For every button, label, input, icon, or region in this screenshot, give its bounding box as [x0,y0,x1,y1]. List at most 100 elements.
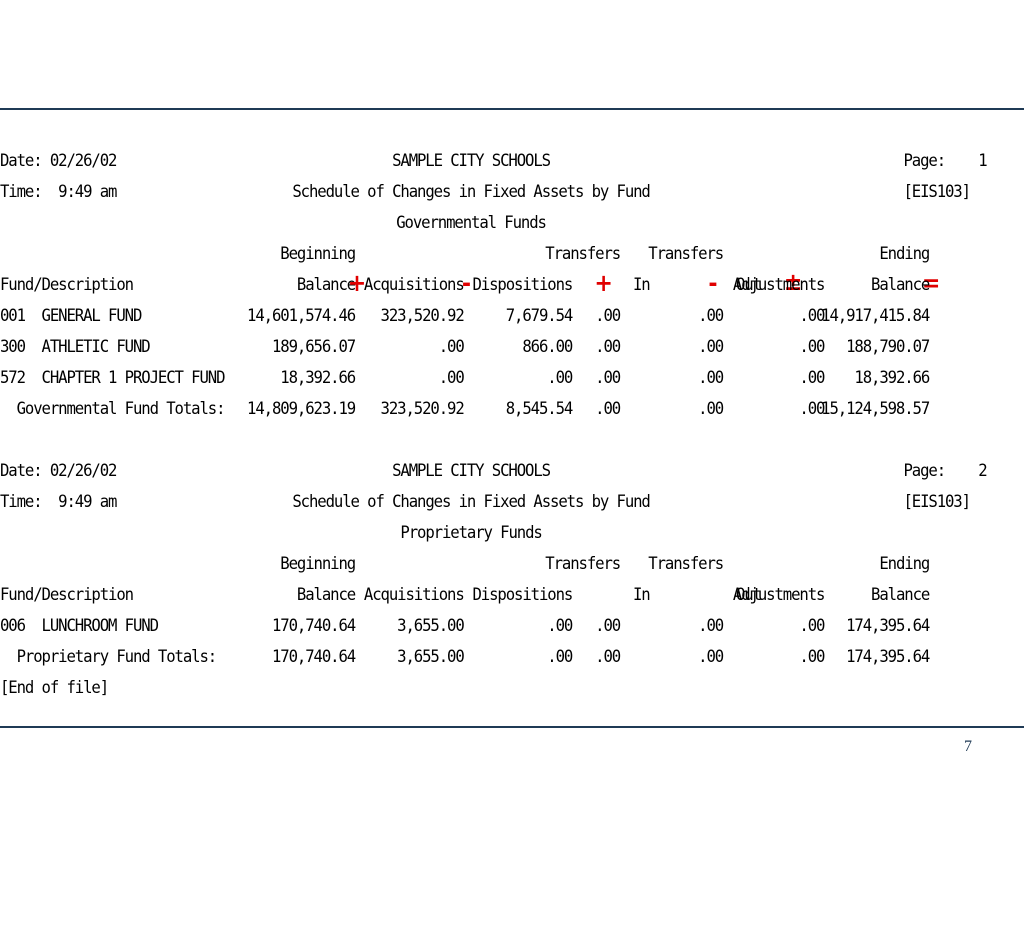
col-dispositions-header: Dispositions [472,585,573,605]
col-dispositions-header: Dispositions [472,275,573,295]
col-adjustments-header: Adjustments [732,275,826,295]
dispositions-value: 7,679.54 [505,306,574,326]
transfers-out-value: .00 [698,337,724,357]
report-subtitle: Governmental Funds [396,213,547,233]
col-beginning-header: Beginning [280,554,356,574]
dispositions-total: 8,545.54 [505,399,574,419]
col-ending-balance-header: Balance [871,275,930,295]
totals-label: Proprietary Fund Totals: [0,647,218,667]
ending-balance: 174,395.64 [846,616,930,636]
report-time: Time: 9:49 am [0,182,117,202]
report-org-name: SAMPLE CITY SCHOOLS [392,151,551,171]
column-header-row-2: Fund/Description Balance + Acquisitions … [0,268,942,301]
report-header-line-3: Governmental Funds [0,208,942,239]
beginning-balance: 18,392.66 [280,368,356,388]
fund-name: 572 CHAPTER 1 PROJECT FUND [0,368,226,388]
acquisitions-value: .00 [438,368,465,388]
report-title: Schedule of Changes in Fixed Assets by F… [292,182,651,202]
col-ending-header: Ending [879,554,930,574]
minus-operator-icon: - [708,269,718,297]
adjustments-value: .00 [799,616,825,636]
fund-name: 300 ATHLETIC FUND [0,337,151,357]
slide-number: 7 [964,738,972,755]
beginning-balance: 189,656.07 [271,337,356,357]
dispositions-value: 866.00 [522,337,573,357]
adjustments-value: .00 [799,337,825,357]
report-header-line-2: Time: 9:49 am Schedule of Changes in Fix… [0,487,971,518]
totals-row: Proprietary Fund Totals: 170,740.64 3,65… [0,642,942,673]
report-page-number: Page: 1 [903,151,987,171]
report-header-line-1: Date: 02/26/02 SAMPLE CITY SCHOOLS Page:… [0,146,988,177]
col-acquisitions-header: Acquisitions [363,275,465,295]
report-header-line-1: Date: 02/26/02 SAMPLE CITY SCHOOLS Page:… [0,456,988,487]
column-header-row-2: Fund/Description Balance Acquisitions Di… [0,580,942,611]
col-transfers-in-header: Transfers [545,244,621,264]
transfers-in-total: .00 [595,647,621,667]
top-divider [0,108,1024,110]
beginning-balance: 14,601,574.46 [247,306,356,326]
totals-row: Governmental Fund Totals: 14,809,623.19 … [0,394,942,425]
report-header-line-2: Time: 9:49 am Schedule of Changes in Fix… [0,177,971,208]
report-subtitle: Proprietary Funds [400,523,542,543]
bottom-divider [0,726,1024,728]
ending-balance-total: 15,124,598.57 [821,399,930,419]
table-row: 572 CHAPTER 1 PROJECT FUND 18,392.66 .00… [0,363,942,394]
ending-balance: 14,917,415.84 [821,306,930,326]
acquisitions-total: 3,655.00 [397,647,465,667]
plus-minus-operator-icon: ± [783,268,803,296]
col-transfers-out-header: Transfers [648,244,724,264]
transfers-out-value: .00 [698,306,724,326]
dispositions-value: .00 [547,368,573,388]
col-acquisitions-header: Acquisitions [363,585,465,605]
col-fund-description-header: Fund/Description [0,275,134,295]
acquisitions-value: 3,655.00 [397,616,465,636]
ending-balance-total: 174,395.64 [846,647,930,667]
col-ending-balance-header: Balance [871,585,930,605]
report-proprietary-funds: Date: 02/26/02 SAMPLE CITY SCHOOLS Page:… [0,456,988,704]
col-transfers-in-header: Transfers [545,554,621,574]
report-code: [EIS103] [903,492,971,512]
col-transfers-out-header: Transfers [648,554,724,574]
acquisitions-value: 323,520.92 [380,306,465,326]
transfers-in-value: .00 [595,616,621,636]
col-ending-header: Ending [879,244,930,264]
fund-name: 006 LUNCHROOM FUND [0,616,159,636]
col-fund-description-header: Fund/Description [0,585,134,605]
beginning-balance-total: 14,809,623.19 [247,399,356,419]
transfers-in-total: .00 [595,399,621,419]
table-row: 300 ATHLETIC FUND 189,656.07 .00 866.00 … [0,332,942,363]
col-adjustments-header: Adjustments [732,585,826,605]
equals-operator-icon: = [921,269,941,297]
report-header-line-3: Proprietary Funds [0,518,942,549]
ending-balance: 188,790.07 [846,337,930,357]
end-of-file-marker: [End of file] [0,678,109,698]
report-title: Schedule of Changes in Fixed Assets by F… [292,492,651,512]
report-time: Time: 9:49 am [0,492,117,512]
col-transfers-out-label: Out [736,585,762,605]
report-governmental-funds: Date: 02/26/02 SAMPLE CITY SCHOOLS Page:… [0,146,988,425]
minus-operator-icon: - [461,269,472,297]
col-transfers-out-label: Out [736,275,762,295]
report-page-number: Page: 2 [903,461,987,481]
dispositions-value: .00 [547,616,573,636]
transfers-in-value: .00 [595,306,621,326]
transfers-out-value: .00 [698,616,724,636]
report-code: [EIS103] [903,182,971,202]
col-balance-header: Balance [296,585,356,605]
plus-operator-icon: + [594,269,613,297]
adjustments-value: .00 [799,306,825,326]
plus-operator-icon: + [347,269,367,297]
acquisitions-total: 323,520.92 [380,399,465,419]
report-org-name: SAMPLE CITY SCHOOLS [392,461,551,481]
beginning-balance: 170,740.64 [271,616,356,636]
adjustments-total: .00 [799,399,825,419]
transfers-in-value: .00 [595,337,621,357]
table-row: 001 GENERAL FUND 14,601,574.46 323,520.9… [0,301,942,332]
acquisitions-value: .00 [438,337,465,357]
transfers-out-total: .00 [698,647,724,667]
col-transfers-in-label: In [632,585,651,605]
column-header-row-1: Beginning Transfers Transfers Ending [0,239,942,270]
transfers-out-total: .00 [698,399,724,419]
dispositions-total: .00 [547,647,573,667]
fund-name: 001 GENERAL FUND [0,306,142,326]
